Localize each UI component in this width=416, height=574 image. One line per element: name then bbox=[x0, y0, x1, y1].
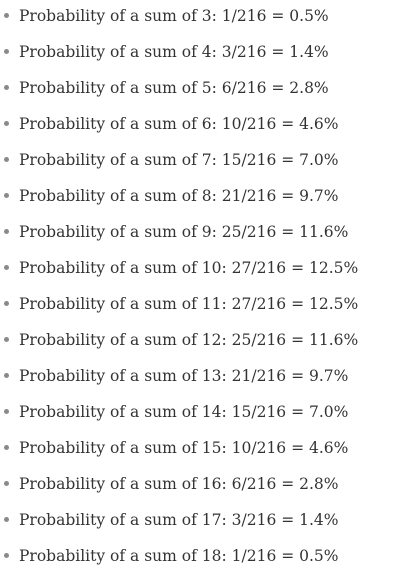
list-item: Probability of a sum of 16: 6/216 = 2.8% bbox=[0, 466, 416, 502]
list-item-text: Probability of a sum of 10: 27/216 = 12.… bbox=[19, 259, 359, 277]
list-item-text: Probability of a sum of 14: 15/216 = 7.0… bbox=[19, 403, 349, 421]
bullet-dot-icon bbox=[4, 13, 9, 18]
list-item: Probability of a sum of 17: 3/216 = 1.4% bbox=[0, 502, 416, 538]
bullet-dot-icon bbox=[4, 553, 9, 558]
list-item: Probability of a sum of 3: 1/216 = 0.5% bbox=[0, 0, 416, 34]
list-item: Probability of a sum of 9: 25/216 = 11.6… bbox=[0, 214, 416, 250]
list-item-text: Probability of a sum of 7: 15/216 = 7.0% bbox=[19, 151, 339, 169]
bullet-dot-icon bbox=[4, 193, 9, 198]
list-item-text: Probability of a sum of 5: 6/216 = 2.8% bbox=[19, 79, 329, 97]
list-item: Probability of a sum of 12: 25/216 = 11.… bbox=[0, 322, 416, 358]
bullet-dot-icon bbox=[4, 409, 9, 414]
list-item: Probability of a sum of 7: 15/216 = 7.0% bbox=[0, 142, 416, 178]
list-item: Probability of a sum of 18: 1/216 = 0.5% bbox=[0, 538, 416, 574]
edge-tick-mark: ˊ bbox=[411, 62, 416, 68]
list-item: Probability of a sum of 5: 6/216 = 2.8% bbox=[0, 70, 416, 106]
list-item-text: Probability of a sum of 13: 21/216 = 9.7… bbox=[19, 367, 349, 385]
list-item: Probability of a sum of 8: 21/216 = 9.7% bbox=[0, 178, 416, 214]
list-item-text: Probability of a sum of 11: 27/216 = 12.… bbox=[19, 295, 359, 313]
list-item: Probability of a sum of 13: 21/216 = 9.7… bbox=[0, 358, 416, 394]
list-item: Probability of a sum of 6: 10/216 = 4.6% bbox=[0, 106, 416, 142]
bullet-dot-icon bbox=[4, 49, 9, 54]
bullet-dot-icon bbox=[4, 337, 9, 342]
bullet-dot-icon bbox=[4, 229, 9, 234]
bullet-dot-icon bbox=[4, 157, 9, 162]
list-item: Probability of a sum of 15: 10/216 = 4.6… bbox=[0, 430, 416, 466]
list-item-text: Probability of a sum of 15: 10/216 = 4.6… bbox=[19, 439, 349, 457]
bullet-dot-icon bbox=[4, 481, 9, 486]
bullet-dot-icon bbox=[4, 517, 9, 522]
list-item-text: Probability of a sum of 12: 25/216 = 11.… bbox=[19, 331, 359, 349]
bullet-dot-icon bbox=[4, 301, 9, 306]
bullet-dot-icon bbox=[4, 85, 9, 90]
list-item-text: Probability of a sum of 18: 1/216 = 0.5% bbox=[19, 547, 339, 565]
bullet-dot-icon bbox=[4, 121, 9, 126]
bullet-dot-icon bbox=[4, 373, 9, 378]
list-item: Probability of a sum of 14: 15/216 = 7.0… bbox=[0, 394, 416, 430]
bullet-dot-icon bbox=[4, 265, 9, 270]
list-item-text: Probability of a sum of 6: 10/216 = 4.6% bbox=[19, 115, 339, 133]
list-item: Probability of a sum of 10: 27/216 = 12.… bbox=[0, 250, 416, 286]
list-item-text: Probability of a sum of 3: 1/216 = 0.5% bbox=[19, 7, 329, 25]
list-item-text: Probability of a sum of 16: 6/216 = 2.8% bbox=[19, 475, 339, 493]
bullet-dot-icon bbox=[4, 445, 9, 450]
list-item-text: Probability of a sum of 8: 21/216 = 9.7% bbox=[19, 187, 339, 205]
list-item: Probability of a sum of 11: 27/216 = 12.… bbox=[0, 286, 416, 322]
list-item-text: Probability of a sum of 17: 3/216 = 1.4% bbox=[19, 511, 339, 529]
list-item-text: Probability of a sum of 4: 3/216 = 1.4% bbox=[19, 43, 329, 61]
list-item: Probability of a sum of 4: 3/216 = 1.4% bbox=[0, 34, 416, 70]
list-item-text: Probability of a sum of 9: 25/216 = 11.6… bbox=[19, 223, 349, 241]
